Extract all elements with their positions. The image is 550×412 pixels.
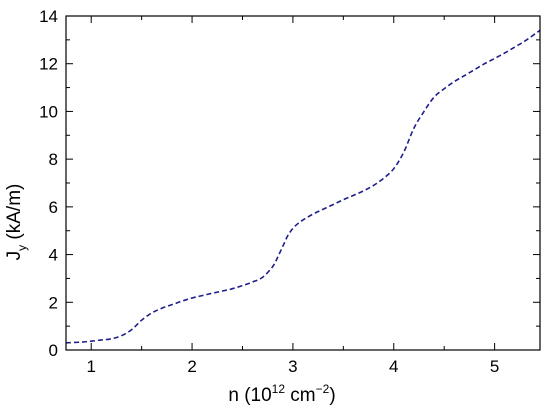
- data-series: [65, 29, 541, 344]
- x-axis-label: n (1012 cm−2): [228, 382, 335, 406]
- plot-frame: [65, 15, 541, 351]
- y-tick-label: 4: [49, 246, 58, 265]
- x-tick-label: 5: [490, 357, 499, 376]
- x-axis-label-exponent: 12: [272, 382, 286, 396]
- y-tick-label: 12: [39, 55, 58, 74]
- series-line: [65, 29, 541, 344]
- y-tick-label: 6: [49, 198, 58, 217]
- y-tick-label: 2: [49, 293, 58, 312]
- x-tick-label: 1: [86, 357, 95, 376]
- x-tick-label: 2: [187, 357, 196, 376]
- x-tick-label: 3: [288, 357, 297, 376]
- x-tick-label: 4: [389, 357, 398, 376]
- x-axis-label-base: n (10: [228, 385, 271, 406]
- y-tick-label: 14: [39, 7, 58, 26]
- y-tick-label: 10: [39, 102, 58, 121]
- y-axis-label-subscript: y: [15, 245, 29, 251]
- x-axis-label-unit: cm: [285, 385, 316, 406]
- y-axis-label: Jy (kA/m): [4, 184, 29, 261]
- y-tick-label: 8: [49, 150, 58, 169]
- x-axis-label-unit-exponent: −2: [316, 382, 330, 396]
- x-axis-label-end: ): [329, 385, 335, 406]
- y-axis-label-unit: (kA/m): [4, 184, 25, 245]
- y-tick-label: 0: [49, 341, 58, 360]
- svg-text:Jy (kA/m): Jy (kA/m): [4, 184, 29, 261]
- y-axis-label-base: J: [4, 251, 25, 261]
